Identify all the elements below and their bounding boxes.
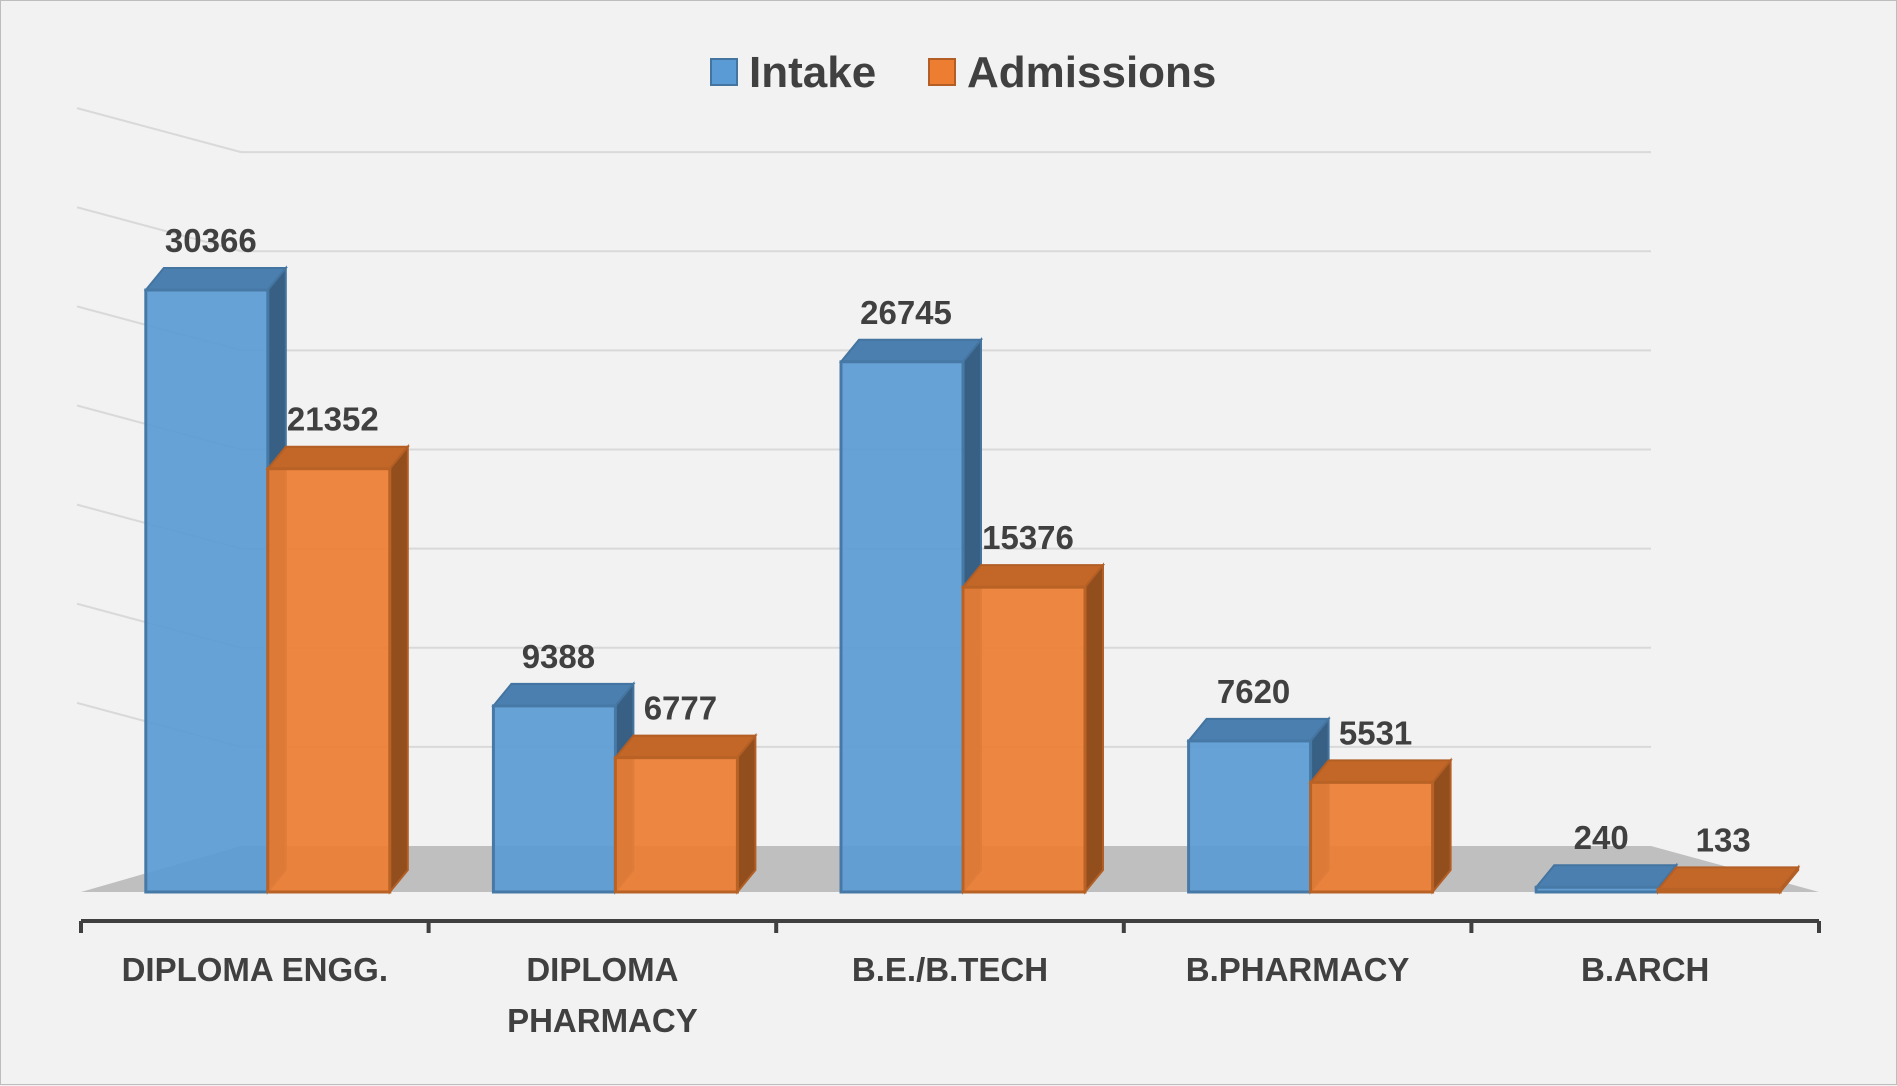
bar-top: [1186, 717, 1331, 742]
bar-top: [1656, 866, 1801, 891]
data-label-intake-0: 30366: [165, 222, 257, 259]
bar-top: [1308, 759, 1453, 784]
bar-front: [839, 360, 965, 894]
bar-admissions-3: [1308, 757, 1453, 895]
category-label-0: DIPLOMA ENGG.: [122, 951, 388, 988]
bar-front: [266, 467, 392, 894]
data-label-admissions-2: 15376: [982, 519, 1074, 556]
bar-front: [613, 756, 739, 894]
bar-top: [143, 267, 288, 291]
bar-top: [1534, 864, 1679, 889]
data-label-admissions-3: 5531: [1339, 714, 1412, 751]
bar-intake-3: [1186, 716, 1331, 895]
bar-front: [144, 288, 270, 894]
bar-intake-0: [143, 265, 288, 895]
legend: Intake Admissions: [710, 48, 1216, 97]
data-label-intake-1: 9388: [522, 638, 595, 675]
legend-swatch: [710, 58, 738, 86]
legend-label: Admissions: [967, 48, 1216, 97]
category-label-1: DIPLOMA PHARMACY: [507, 951, 698, 1039]
bar-front: [1187, 739, 1313, 894]
side-gridline-30000: [76, 206, 242, 253]
legend-swatch: [928, 58, 956, 86]
category-label-2: B.E./B.TECH: [852, 951, 1048, 988]
bar-front: [491, 704, 617, 894]
bar-intake-4: [1534, 862, 1679, 895]
data-label-intake-2: 26745: [860, 294, 952, 331]
bar-admissions-1: [613, 732, 758, 895]
category-label-line: B.E./B.TECH: [852, 951, 1048, 988]
legend-item-intake: Intake: [710, 48, 876, 97]
bar-side: [1084, 562, 1104, 895]
bar-admissions-2: [960, 562, 1106, 895]
bar-side: [736, 732, 757, 895]
bar-side: [388, 443, 409, 895]
category-label-3: B.PHARMACY: [1186, 951, 1410, 988]
category-axis: DIPLOMA ENGG. DIPLOMA PHARMACY B.E./B.TECH B…: [79, 919, 1821, 1039]
data-label-admissions-1: 6777: [644, 690, 717, 727]
side-gridline-35000: [76, 107, 242, 154]
bar-intake-2: [838, 336, 984, 895]
category-label-line: B.ARCH: [1581, 951, 1709, 988]
bar-front: [961, 585, 1087, 894]
data-labels: 30366 21352 9388 6777 26745 15376 7620 5531 240 1…: [165, 222, 1751, 858]
bar-top: [613, 734, 758, 759]
data-label-admissions-4: 133: [1696, 821, 1751, 858]
category-label-line: DIPLOMA ENGG.: [122, 951, 388, 988]
bar-top: [265, 445, 410, 470]
data-label-intake-3: 7620: [1217, 673, 1290, 710]
bar-top: [491, 682, 636, 707]
category-label-line: PHARMACY: [507, 1002, 698, 1039]
bar-admissions-4: [1656, 864, 1801, 895]
legend-label: Intake: [749, 48, 876, 97]
data-label-intake-4: 240: [1574, 819, 1629, 856]
bar-front: [1309, 780, 1435, 894]
bar-intake-1: [491, 681, 636, 895]
bar-admissions-0: [265, 443, 410, 895]
category-label-line: DIPLOMA: [526, 951, 678, 988]
category-label-line: B.PHARMACY: [1186, 951, 1410, 988]
data-label-admissions-0: 21352: [287, 401, 379, 438]
bar-top: [960, 564, 1106, 589]
bar-front: [1656, 887, 1782, 894]
bars: [143, 265, 1801, 895]
category-label-4: B.ARCH: [1581, 951, 1709, 988]
bar-front: [1534, 885, 1660, 894]
legend-item-admissions: Admissions: [928, 48, 1216, 97]
bar-top: [838, 338, 984, 363]
